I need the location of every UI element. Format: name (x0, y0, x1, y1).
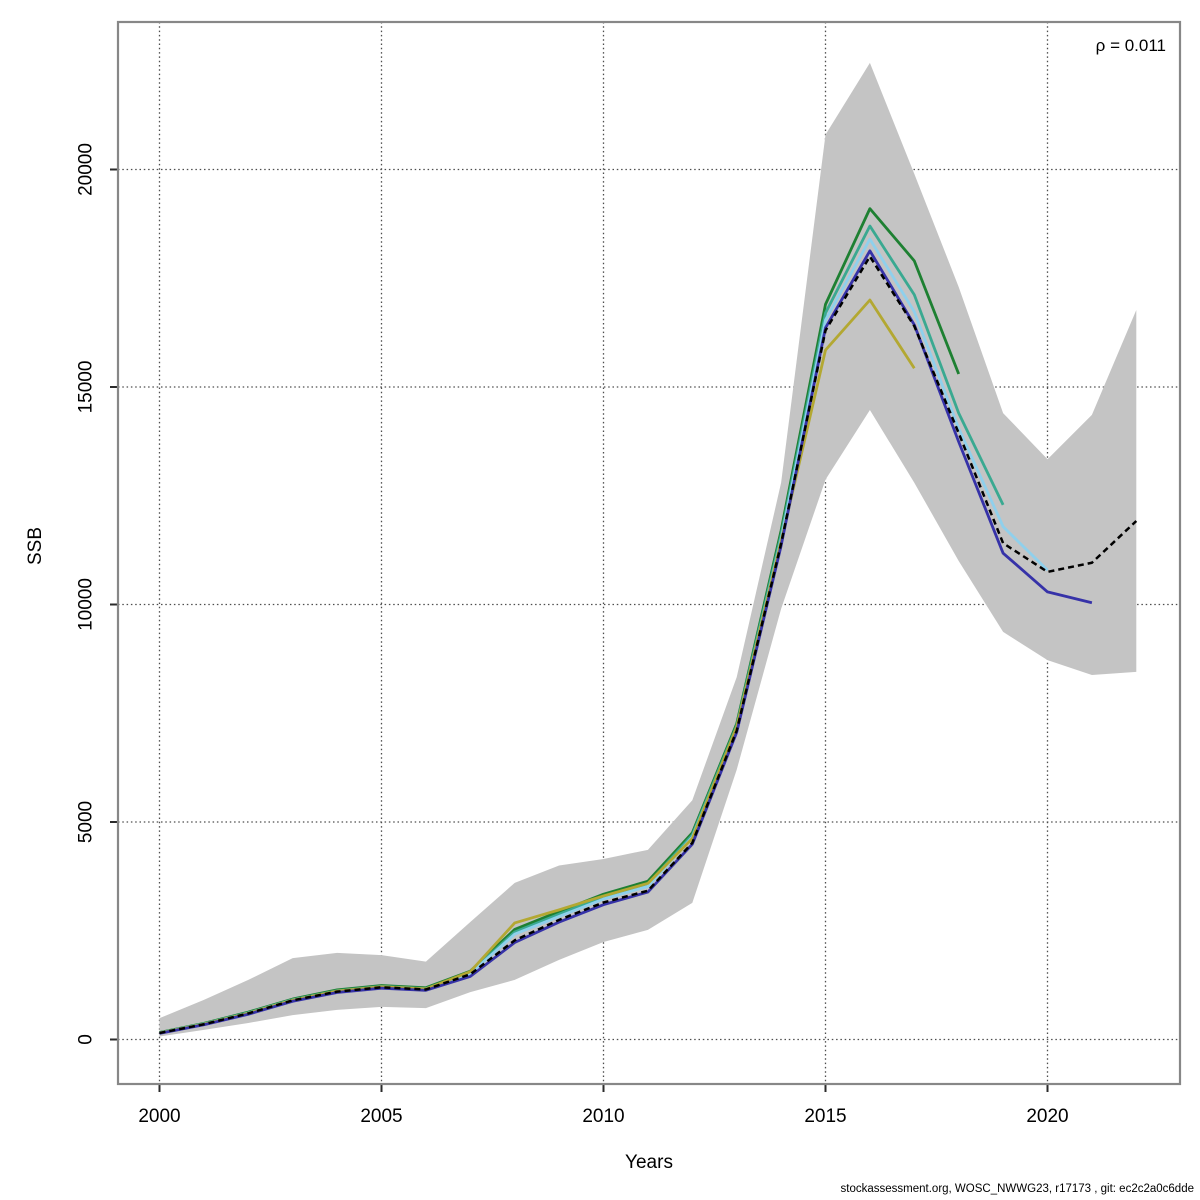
y-tick-label: 20000 (76, 143, 97, 196)
y-tick-label: 10000 (76, 578, 97, 631)
x-tick-label: 2010 (582, 1106, 624, 1127)
footer-credit: stockassessment.org, WOSC_NWWG23, r17173… (840, 1183, 1194, 1195)
y-axis-title: SSB (25, 526, 46, 566)
confidence-band (159, 62, 1137, 1037)
axis-tick-labels: 2000 2005 2010 2015 2020 0 5000 10000 15000 20000 (76, 143, 1069, 1127)
y-tick-label: 5000 (76, 801, 97, 843)
axis-ticks (110, 168, 1049, 1092)
x-tick-label: 2020 (1026, 1106, 1068, 1127)
x-tick-label: 2015 (804, 1106, 846, 1127)
plot-border (116, 20, 1182, 1086)
mohns-rho-annotation: ρ = 0.011 (1095, 36, 1166, 55)
series-peel-ending-2021 (159, 249, 1093, 1035)
y-tick-label: 0 (76, 1034, 97, 1045)
x-axis-title: Years (625, 1152, 673, 1173)
y-tick-label: 15000 (76, 361, 97, 414)
x-tick-label: 2005 (360, 1106, 402, 1127)
x-tick-label: 2000 (138, 1106, 180, 1127)
